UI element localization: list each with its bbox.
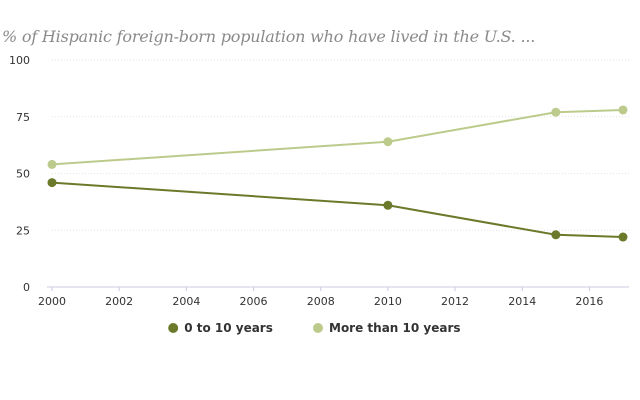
series-line-more-than-10-years [51, 108, 624, 166]
data-point[interactable] [383, 137, 393, 147]
x-tick-label: 2016 [575, 295, 603, 308]
series-lines [47, 105, 628, 242]
y-tick-label: 25 [16, 224, 30, 237]
y-tick-label: 0 [23, 281, 30, 294]
legend-label: More than 10 years [329, 321, 461, 335]
data-point[interactable] [47, 178, 57, 188]
x-tick-label: 2006 [240, 295, 268, 308]
data-point[interactable] [47, 159, 57, 169]
y-tick-label: 100 [9, 54, 30, 67]
x-tick-label: 2010 [374, 295, 402, 308]
legend-marker [168, 323, 179, 333]
legend-label: 0 to 10 years [184, 321, 273, 335]
y-tick-label: 50 [16, 168, 30, 181]
y-tick-label: 75 [16, 111, 30, 124]
data-point[interactable] [618, 105, 628, 115]
series-line-0-to-10-years [51, 181, 624, 239]
data-point[interactable] [551, 230, 561, 240]
x-tick-label: 2012 [441, 295, 469, 308]
x-tick-label: 2004 [172, 295, 200, 308]
legend-item-more-than-10-years[interactable]: More than 10 years [313, 321, 461, 335]
data-point[interactable] [618, 232, 628, 242]
x-axis-ticks: 2000 2002 2004 2006 2008 2010 2012 2014 2016 [38, 287, 603, 308]
legend-item-0-to-10-years[interactable]: 0 to 10 years [168, 321, 273, 335]
chart-title: % of Hispanic foreign-born population wh… [2, 27, 536, 46]
x-tick-label: 2000 [38, 295, 66, 308]
legend-marker [313, 323, 323, 333]
x-tick-label: 2002 [105, 295, 133, 308]
data-point[interactable] [551, 107, 561, 117]
x-tick-label: 2008 [307, 295, 335, 308]
legend[interactable]: 0 to 10 years More than 10 years [168, 321, 461, 335]
x-tick-label: 2014 [508, 295, 536, 308]
y-axis-ticks: 0 25 50 75 100 [9, 54, 30, 294]
data-point[interactable] [383, 200, 393, 210]
